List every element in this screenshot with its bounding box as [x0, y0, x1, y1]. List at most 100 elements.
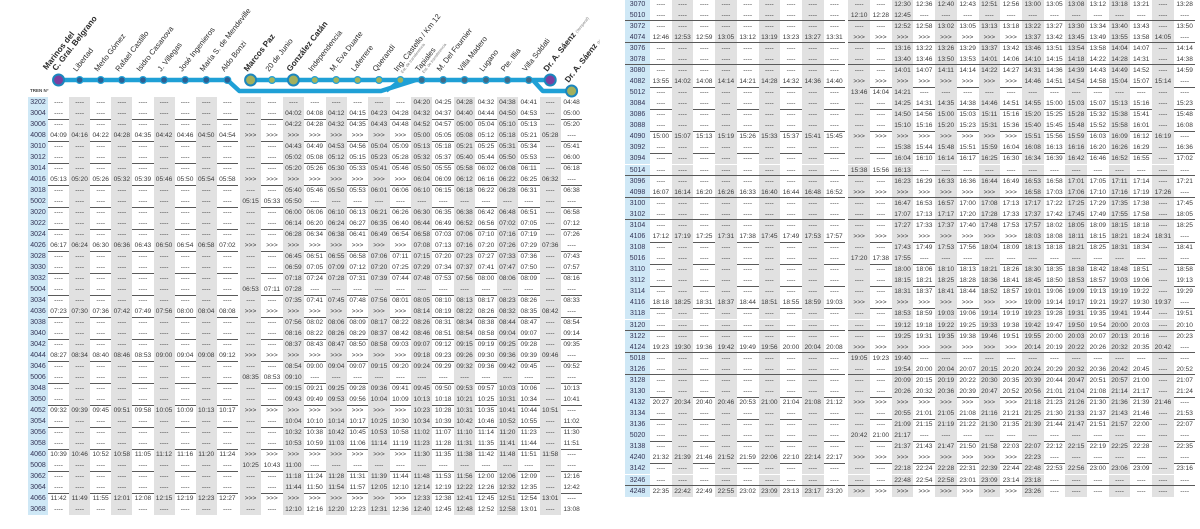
train-number: 3096 — [625, 175, 650, 187]
time-cell: 05:46 — [306, 187, 324, 194]
time-cell: ---- — [54, 484, 63, 491]
time-cell: ---- — [656, 465, 666, 473]
time-cell: 13:40 — [891, 53, 914, 65]
time-cell: >>> — [891, 31, 914, 43]
time-cell: ---- — [239, 262, 262, 273]
time-cell: 06:20 — [306, 220, 324, 227]
time-cell: 13:55 — [1108, 31, 1131, 43]
time-cell: 20:36 — [1089, 365, 1107, 373]
time-cell: 13:53 — [959, 55, 976, 63]
train-number: 3086 — [625, 109, 650, 121]
time-cell: ---- — [743, 111, 753, 119]
time-cell: >>> — [961, 133, 974, 141]
time-cell: ---- — [1152, 109, 1174, 121]
time-cell: ---- — [567, 242, 576, 249]
time-cell: 11:14 — [368, 438, 390, 449]
time-cell: ---- — [138, 264, 148, 271]
time-cell: 07:31 — [349, 275, 366, 282]
table-row: 3114 ---- ---- ---- ---- ---- ---- ---- ---- ----… — [625, 286, 1196, 298]
time-cell: ---- — [1093, 166, 1103, 174]
time-cell: ---- — [353, 286, 362, 293]
time-cell: >>> — [891, 452, 914, 464]
time-cell: ---- — [96, 462, 106, 469]
time-cell: 12:08 — [134, 495, 152, 502]
time-cell: ---- — [715, 9, 737, 21]
time-cell: 11:03 — [325, 438, 347, 449]
time-cell: ---- — [180, 110, 190, 117]
time-cell: ---- — [671, 275, 694, 287]
time-cell: ---- — [180, 297, 190, 304]
table-row: 4106 17:12 17:19 17:25 17:31 17:38 17:45 17:49 1… — [625, 230, 1196, 242]
time-cell: >>> — [891, 186, 914, 198]
time-cell: 09:32 — [50, 407, 67, 414]
time-cell: ---- — [671, 0, 694, 10]
time-cell: ---- — [656, 122, 666, 130]
time-cell: ---- — [699, 255, 709, 263]
time-cell: 08:46 — [111, 350, 133, 361]
time-cell: 05:20 — [69, 174, 91, 185]
time-cell: 11:07 — [435, 429, 452, 436]
time-cell: >>> — [848, 485, 870, 497]
time-cell: ---- — [180, 473, 190, 480]
time-cell: 18:15 — [1108, 219, 1131, 231]
train-number: 3050 — [28, 394, 48, 405]
time-cell: 14:49 — [1108, 64, 1131, 76]
time-cell: ---- — [111, 295, 133, 306]
time-cell: ---- — [96, 484, 106, 491]
time-cell: 09:03 — [392, 341, 409, 348]
time-cell: ---- — [758, 20, 781, 32]
time-cell: ---- — [282, 97, 305, 108]
time-cell: 10:52 — [92, 451, 109, 458]
time-cell: 07:35 — [282, 295, 305, 306]
time-cell: 22:10 — [782, 454, 800, 462]
time-cell: 09:14 — [563, 330, 580, 337]
train-number: 3246 — [625, 474, 650, 486]
time-cell: ---- — [222, 154, 232, 161]
time-cell: ---- — [239, 163, 262, 174]
time-cell: ---- — [111, 317, 133, 328]
time-cell: 07:41 — [306, 297, 324, 304]
table-row: 5002 ---- ---- ---- ---- ---- ---- ---- ---- ----… — [28, 196, 582, 207]
time-cell: ---- — [539, 262, 561, 273]
time-cell: 23:14 — [1002, 476, 1020, 484]
time-cell: ---- — [848, 374, 870, 386]
time-cell: ---- — [715, 20, 737, 32]
time-cell: ---- — [111, 273, 133, 284]
time-cell: 13:16 — [891, 42, 914, 54]
time-cell: 17:25 — [695, 232, 713, 240]
train-number: 3088 — [625, 120, 650, 132]
time-cell: ---- — [656, 410, 666, 418]
train-number: 3054 — [28, 416, 48, 427]
time-cell: 18:09 — [1089, 221, 1107, 229]
time-cell: 20:19 — [1046, 343, 1063, 351]
time-cell: ---- — [195, 438, 217, 449]
time-cell: ---- — [801, 98, 824, 110]
time-cell: 21:09 — [891, 419, 914, 431]
time-cell: ---- — [69, 482, 91, 493]
time-cell: 19:56 — [758, 341, 781, 353]
table-row: 4240 21:32 21:39 21:46 21:52 21:59 22:06 22:10 2… — [625, 452, 1196, 464]
time-cell: 15:56 — [1046, 133, 1063, 141]
time-cell: ---- — [267, 418, 277, 425]
time-cell: ---- — [180, 143, 190, 150]
time-cell: 16:29 — [915, 177, 933, 185]
time-cell: 11:35 — [477, 440, 494, 447]
time-cell: 05:15 — [239, 196, 262, 207]
time-cell: >>> — [935, 485, 957, 497]
time-cell: 11:24 — [306, 473, 323, 480]
table-row: 3006 ---- ---- ---- ---- ---- ---- ---- ---- ----… — [28, 119, 582, 130]
time-cell: ---- — [222, 484, 232, 491]
time-cell: ---- — [222, 220, 232, 227]
time-cell: ---- — [671, 20, 694, 32]
time-cell: ---- — [656, 443, 666, 451]
time-cell: 05:13 — [520, 121, 538, 128]
time-cell: 11:48 — [496, 449, 519, 460]
time-cell: 17:45 — [1065, 208, 1087, 220]
train-number: 3020 — [28, 207, 48, 218]
time-cell: 20:00 — [782, 343, 800, 351]
time-cell: ---- — [54, 440, 63, 447]
time-cell: 18:31 — [891, 286, 914, 298]
time-cell: 12:19 — [434, 484, 452, 491]
time-cell: 22:31 — [959, 465, 976, 473]
time-cell: 14:28 — [1108, 53, 1131, 65]
